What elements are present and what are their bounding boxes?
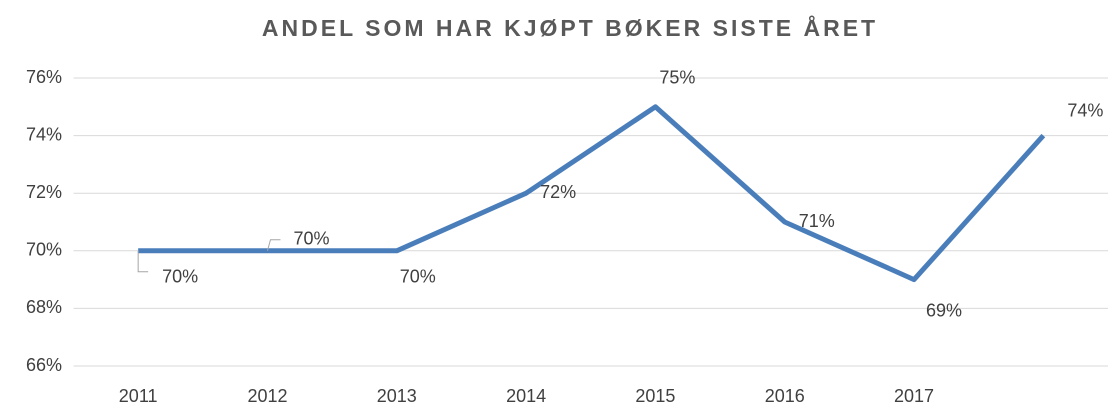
x-tick-label: 2012 <box>247 386 287 406</box>
y-tick-label: 72% <box>26 182 62 202</box>
data-label: 75% <box>659 68 695 88</box>
data-label: 70% <box>293 229 329 249</box>
x-tick-label: 2011 <box>119 386 158 406</box>
y-tick-label: 68% <box>26 297 62 317</box>
y-tick-label: 70% <box>26 240 62 260</box>
x-tick-label: 2017 <box>894 386 934 406</box>
data-label: 72% <box>540 182 576 202</box>
data-label: 70% <box>162 267 198 287</box>
y-tick-label: 66% <box>26 355 62 375</box>
x-tick-label: 2015 <box>635 386 675 406</box>
leader-line <box>137 250 149 273</box>
data-label: 69% <box>926 300 962 320</box>
line <box>138 104 1046 283</box>
x-tick-label: 2013 <box>377 386 417 406</box>
x-tick-label: 2014 <box>506 386 546 406</box>
y-tick-label: 74% <box>26 124 62 144</box>
data-label: 74% <box>1067 100 1103 120</box>
chart-title: ANDEL SOM HAR KJØPT BØKER SISTE ÅRET <box>262 14 878 41</box>
data-label: 70% <box>400 267 436 287</box>
y-tick-label: 76% <box>26 67 62 87</box>
data-label: 71% <box>799 211 835 231</box>
leader-line <box>266 239 281 251</box>
x-tick-label: 2016 <box>765 386 805 406</box>
